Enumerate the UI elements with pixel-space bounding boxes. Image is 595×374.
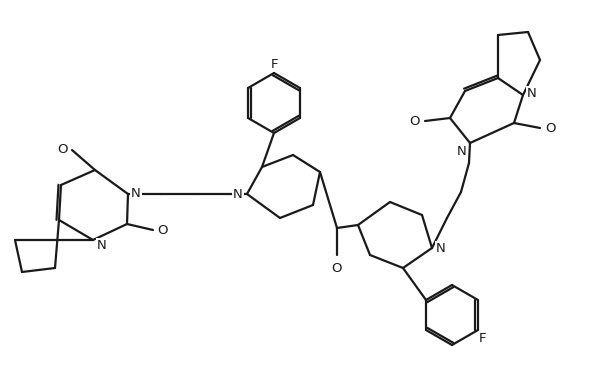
Text: O: O [158, 224, 168, 236]
Text: N: N [457, 144, 467, 157]
Text: N: N [131, 187, 141, 199]
Text: O: O [57, 142, 67, 156]
Text: N: N [97, 239, 107, 251]
Text: O: O [332, 261, 342, 275]
Text: O: O [410, 114, 420, 128]
Text: F: F [270, 58, 278, 71]
Text: N: N [527, 86, 537, 99]
Text: F: F [479, 332, 487, 346]
Text: N: N [233, 187, 243, 200]
Text: O: O [545, 122, 555, 135]
Text: N: N [436, 242, 446, 254]
